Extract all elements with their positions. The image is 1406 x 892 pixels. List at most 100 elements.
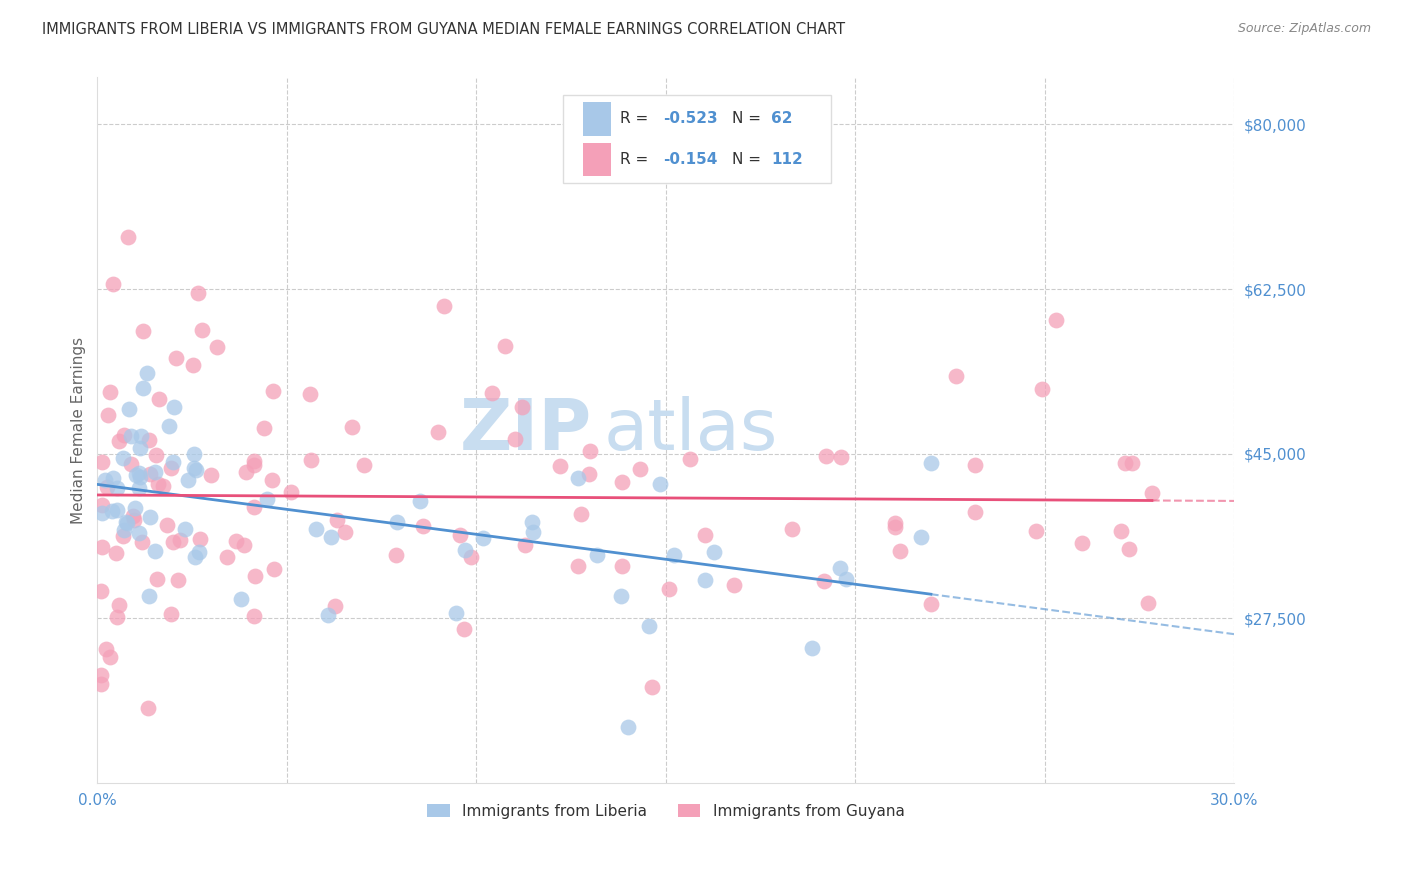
Point [138,589,160,603]
Bar [582,102,612,136]
Point [91,506,114,520]
Point [321,530,343,544]
Point [122,509,145,524]
Point [157,419,180,434]
Point [128,466,150,480]
Point [579,443,602,458]
Text: N =: N = [731,152,765,167]
Point [242,458,264,472]
Point [129,469,152,483]
Point [1118,541,1140,556]
Point [129,442,152,456]
Point [225,533,247,548]
Point [105,481,128,495]
Point [578,467,600,481]
Point [165,351,187,366]
Point [548,458,571,473]
Point [169,533,191,547]
Point [650,477,672,491]
Point [114,515,136,529]
Point [101,503,124,517]
Point [245,568,267,582]
Point [260,473,283,487]
Point [884,520,907,534]
Point [115,516,138,530]
Point [167,573,190,587]
Point [505,432,527,446]
Point [93,474,115,488]
Bar [582,143,612,177]
Point [108,434,131,448]
Point [1071,536,1094,550]
Point [143,465,166,479]
Point [132,325,155,339]
Point [145,448,167,462]
Text: IMMIGRANTS FROM LIBERIA VS IMMIGRANTS FROM GUYANA MEDIAN FEMALE EARNINGS CORRELA: IMMIGRANTS FROM LIBERIA VS IMMIGRANTS FR… [42,22,845,37]
Point [243,609,266,624]
Point [215,550,238,565]
Point [965,458,987,472]
Point [120,457,142,471]
Point [118,401,141,416]
Point [299,387,322,401]
Point [664,548,686,562]
Point [159,461,181,475]
Text: R =: R = [620,152,654,167]
Point [183,460,205,475]
Point [695,528,717,542]
Point [494,339,516,353]
Point [136,366,159,380]
Point [112,529,135,543]
Point [162,534,184,549]
Point [813,574,835,588]
Point [280,485,302,500]
Point [117,230,139,244]
Point [316,608,339,623]
Point [889,544,911,558]
Point [160,607,183,621]
Point [333,525,356,540]
Point [1136,596,1159,610]
Point [432,299,454,313]
Point [139,509,162,524]
Point [409,493,432,508]
Legend: Immigrants from Liberia, Immigrants from Guyana: Immigrants from Liberia, Immigrants from… [420,797,911,825]
Point [446,607,468,621]
Point [1109,524,1132,539]
Point [828,561,851,575]
Point [187,285,209,300]
Point [1114,456,1136,470]
Point [105,546,128,560]
Point [252,421,274,435]
Point [637,619,659,633]
Point [628,461,651,475]
Point [1025,524,1047,538]
Point [920,456,942,470]
Point [385,515,408,529]
Point [120,429,142,443]
Y-axis label: Median Female Earnings: Median Female Earnings [72,336,86,524]
Point [883,516,905,530]
Text: -0.154: -0.154 [664,152,718,167]
Point [146,477,169,491]
Point [128,526,150,541]
Point [136,700,159,714]
Point [703,545,725,559]
Point [412,518,434,533]
Point [98,650,121,665]
Point [513,538,536,552]
Point [965,505,987,519]
Point [156,517,179,532]
Text: atlas: atlas [603,396,778,465]
Point [454,543,477,558]
Point [233,538,256,552]
Point [105,609,128,624]
Point [125,467,148,482]
Point [1045,313,1067,327]
Point [471,531,494,545]
Point [567,471,589,485]
Point [90,498,112,512]
Point [152,479,174,493]
Point [658,582,681,596]
Point [353,458,375,472]
